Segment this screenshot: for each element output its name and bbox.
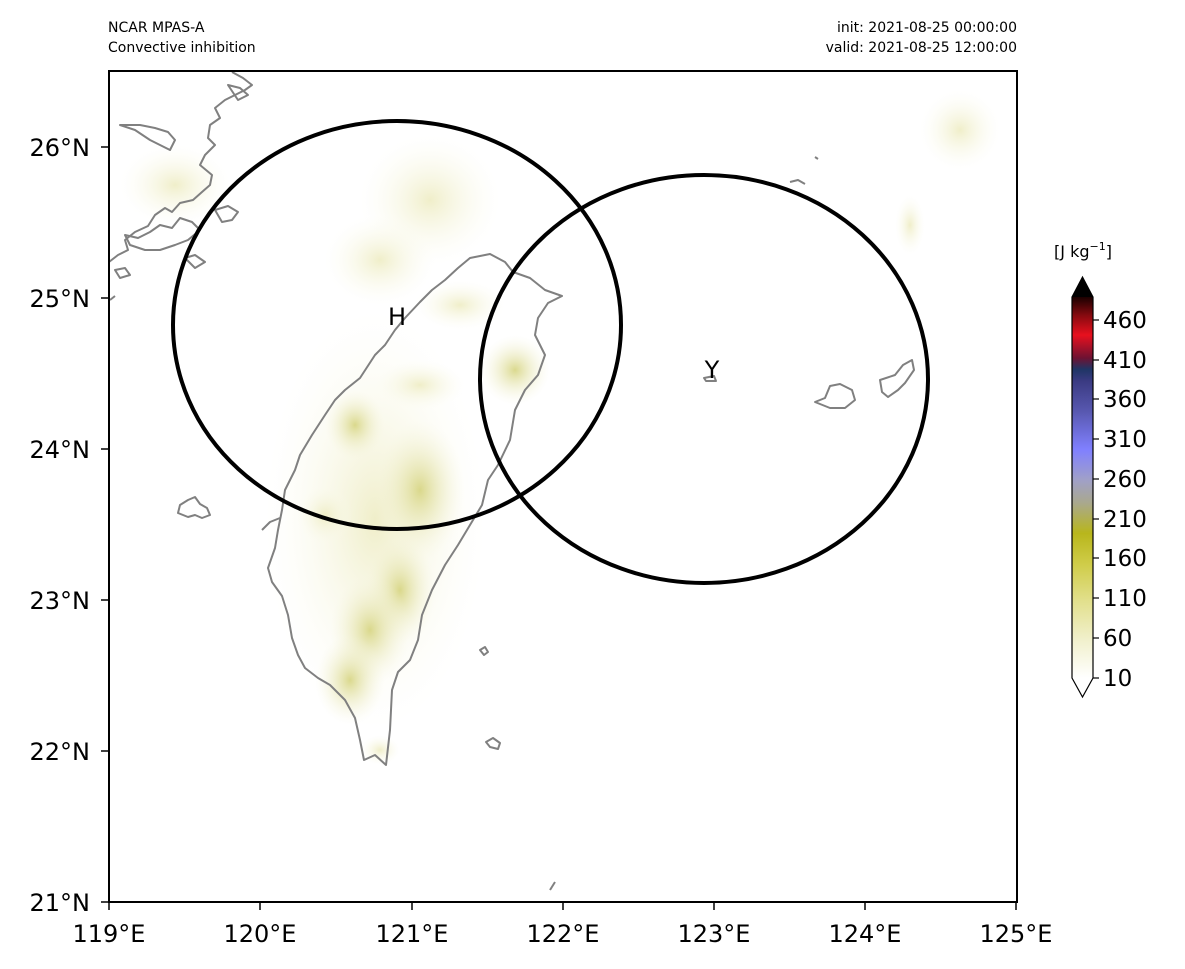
y-tick-labels: 21°N 22°N 23°N 24°N 25°N 26°N	[30, 134, 91, 917]
colorbar-tick-label: 60	[1103, 626, 1132, 652]
cin-shading	[120, 90, 1000, 765]
colorbar-tick-labels: 460 410 360 310 260 210 160 110 60 10	[1103, 308, 1147, 692]
yonaguni-island	[814, 383, 856, 409]
y-tick-label: 25°N	[30, 285, 91, 313]
cin-blob	[315, 635, 385, 725]
cin-blob	[415, 280, 505, 330]
south-islet	[549, 881, 556, 891]
china-islet	[227, 84, 249, 101]
colorbar-tick-label: 310	[1103, 427, 1147, 453]
x-tick-label: 124°E	[829, 920, 902, 948]
orchid-island	[485, 737, 501, 750]
y-tick-label: 21°N	[30, 889, 91, 917]
colorbar-unit-exp: −1	[1090, 240, 1106, 253]
china-islet	[214, 205, 239, 223]
cin-blob	[265, 310, 485, 730]
cin-blob	[297, 485, 353, 545]
x-tick-label: 125°E	[980, 920, 1053, 948]
circle-label-h: H	[388, 303, 406, 331]
china-coast-inlet	[119, 124, 176, 151]
circle-label-y: Y	[704, 356, 720, 384]
x-tick-label: 119°E	[73, 920, 146, 948]
header-left: NCAR MPAS-A Convective inhibition	[108, 18, 256, 58]
china-coast-islands	[124, 217, 201, 251]
header-right: init: 2021-08-25 00:00:00 valid: 2021-08…	[826, 18, 1017, 58]
colorbar-tick-label: 460	[1103, 308, 1147, 334]
cin-blob	[325, 390, 385, 460]
cin-blob	[480, 335, 550, 405]
colorbar-bar	[1072, 297, 1093, 678]
penghu-islet	[261, 517, 281, 531]
china-islet	[114, 267, 131, 279]
colorbar-tick-label: 210	[1103, 507, 1147, 533]
circles	[171, 119, 930, 585]
y-tick-label: 24°N	[30, 436, 91, 464]
taiwan-coastline	[267, 253, 563, 766]
colorbar-tick-label: 160	[1103, 546, 1147, 572]
y-islet	[703, 375, 717, 382]
y-tick-label: 23°N	[30, 587, 91, 615]
china-coast	[109, 71, 253, 263]
y-axis	[101, 146, 109, 903]
y-tick-label: 22°N	[30, 738, 91, 766]
coastlines	[109, 71, 915, 891]
valid-time: valid: 2021-08-25 12:00:00	[825, 40, 1017, 56]
colorbar: [J kg−1] 460 410 360 310 260 210 160 110	[1054, 240, 1147, 699]
colorbar-tick-label: 10	[1103, 666, 1132, 692]
cin-blob	[920, 90, 1000, 170]
cin-blob	[375, 360, 465, 410]
iriomote-island	[879, 359, 915, 398]
colorbar-tick-marks	[1093, 319, 1099, 679]
colorbar-tick-label: 360	[1103, 387, 1147, 413]
circle-y	[478, 173, 930, 585]
china-islet	[109, 295, 116, 301]
colorbar-extend-min	[1072, 678, 1093, 697]
cin-blob	[895, 195, 925, 255]
colorbar-extend-max	[1072, 277, 1093, 297]
x-tick-label: 123°E	[678, 920, 751, 948]
init-time: init: 2021-08-25 00:00:00	[837, 20, 1017, 36]
x-tick-label: 120°E	[224, 920, 297, 948]
china-islet	[184, 254, 206, 269]
colorbar-tick-label: 410	[1103, 348, 1147, 374]
circle-h	[171, 119, 623, 531]
cin-blob	[325, 215, 435, 305]
x-tick-label: 122°E	[527, 920, 600, 948]
colorbar-tick-label: 260	[1103, 467, 1147, 493]
colorbar-unit: [J kg−1]	[1054, 240, 1112, 261]
green-island	[479, 646, 489, 656]
map-frame	[108, 70, 1018, 903]
x-axis	[108, 902, 1017, 910]
senkaku-islets	[789, 156, 819, 185]
colorbar-tick-label: 110	[1103, 586, 1147, 612]
x-tick-labels: 119°E 120°E 121°E 122°E 123°E 124°E 125°…	[73, 920, 1053, 948]
field-name: Convective inhibition	[108, 40, 256, 56]
cin-blob	[120, 145, 230, 225]
y-tick-label: 26°N	[30, 134, 91, 162]
penghu-islands	[177, 496, 211, 519]
model-name: NCAR MPAS-A	[108, 20, 205, 36]
x-tick-label: 121°E	[376, 920, 449, 948]
